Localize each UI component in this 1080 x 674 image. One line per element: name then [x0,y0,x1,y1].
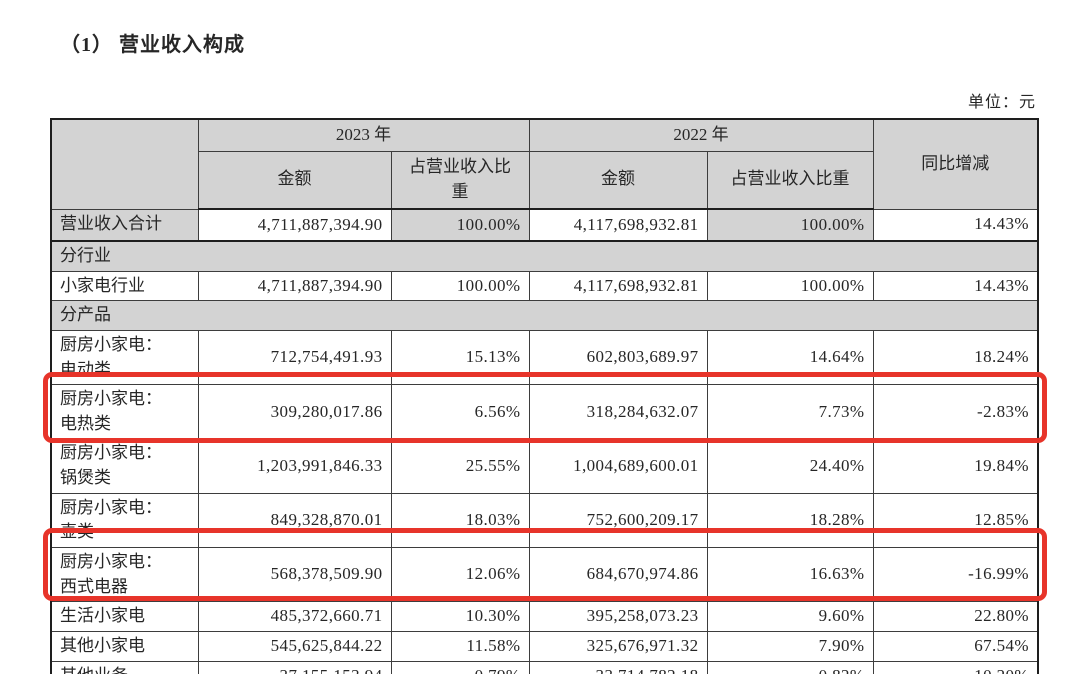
header-cell-year-2023: 2023 年 [197,118,530,152]
cell-share-2023: 15.13% [390,329,530,386]
cell-share-2022: 18.28% [706,492,874,549]
cell-amount-2023: 545,625,844.22 [197,630,392,662]
table-row: 厨房小家电： 电动类 712,754,491.93 15.13% 602,803… [50,329,1039,386]
cell-row-label: 厨房小家电： 壶类 [50,492,199,549]
cell-amount-2022: 318,284,632.07 [528,384,708,440]
revenue-composition-table: 2023 年 2022 年 同比增减 金额 占营业收入比 重 金额 占营业收入比… [50,118,1039,674]
cell-share-2023: 6.56% [390,384,530,440]
cell-share-2022: 0.82% [706,660,874,674]
cell-amount-2022: 33,714,782.18 [528,660,708,674]
cell-yoy: 67.54% [872,630,1039,662]
cell-amount-2023: 849,328,870.01 [197,492,392,549]
cell-yoy: 12.85% [872,492,1039,549]
header-cell-yoy: 同比增减 [872,118,1039,210]
section-label: 分行业 [50,240,1039,272]
cell-row-label: 生活小家电 [50,601,199,632]
header-cell-empty [50,118,199,210]
cell-amount-2022: 684,670,974.86 [528,547,708,603]
cell-amount-2023: 712,754,491.93 [197,329,392,386]
header-cell-share-2022: 占营业收入比重 [706,150,874,210]
cell-share-2022: 14.64% [706,329,874,386]
cell-amount-2023: 485,372,660.71 [197,601,392,632]
cell-share-2022: 9.60% [706,601,874,632]
header-cell-share-2023: 占营业收入比 重 [390,150,530,210]
header-cell-year-2022: 2022 年 [528,118,874,152]
cell-yoy: 22.80% [872,601,1039,632]
cell-amount-2023: 4,711,887,394.90 [197,270,392,302]
cell-row-label: 厨房小家电： 电热类 [50,384,199,440]
cell-row-label: 其他业务 [50,660,199,674]
cell-yoy: 14.43% [872,270,1039,302]
cell-share-2023: 25.55% [390,438,530,494]
header-cell-amount-2022: 金额 [528,150,708,210]
table-row-total: 营业收入合计 4,711,887,394.90 100.00% 4,117,69… [50,208,1039,242]
section-row-industry: 分行业 [50,240,1039,272]
cell-share-2022: 24.40% [706,438,874,494]
cell-share-2022: 100.00% [706,208,874,242]
cell-row-label: 厨房小家电： 锅煲类 [50,438,199,494]
cell-yoy: -2.83% [872,384,1039,440]
table-row: 生活小家电 485,372,660.71 10.30% 395,258,073.… [50,601,1039,632]
section-label: 分产品 [50,300,1039,331]
cell-yoy: 14.43% [872,208,1039,242]
cell-amount-2023: 309,280,017.86 [197,384,392,440]
cell-amount-2022: 602,803,689.97 [528,329,708,386]
cell-share-2023: 11.58% [390,630,530,662]
cell-amount-2023: 4,711,887,394.90 [197,208,392,242]
cell-share-2022: 16.63% [706,547,874,603]
cell-share-2023: 18.03% [390,492,530,549]
table-row: 厨房小家电： 锅煲类 1,203,991,846.33 25.55% 1,004… [50,438,1039,494]
cell-row-label: 厨房小家电： 电动类 [50,329,199,386]
cell-row-label: 其他小家电 [50,630,199,662]
cell-amount-2022: 4,117,698,932.81 [528,270,708,302]
cell-share-2023: 12.06% [390,547,530,603]
table-row: 其他业务 37,155,153.94 0.79% 33,714,782.18 0… [50,660,1039,674]
page-title: （1） 营业收入构成 [60,34,245,56]
table-row-highlighted: 厨房小家电： 西式电器 568,378,509.90 12.06% 684,67… [50,547,1039,603]
cell-amount-2022: 4,117,698,932.81 [528,208,708,242]
cell-amount-2022: 752,600,209.17 [528,492,708,549]
cell-amount-2022: 325,676,971.32 [528,630,708,662]
unit-label: 单位：元 [967,94,1036,111]
section-row-product: 分产品 [50,300,1039,331]
cell-yoy: 10.20% [872,660,1039,674]
cell-row-label: 营业收入合计 [50,208,199,242]
cell-share-2022: 7.90% [706,630,874,662]
cell-amount-2023: 37,155,153.94 [197,660,392,674]
cell-share-2022: 7.73% [706,384,874,440]
table-row: 其他小家电 545,625,844.22 11.58% 325,676,971.… [50,630,1039,662]
cell-amount-2023: 1,203,991,846.33 [197,438,392,494]
cell-row-label: 厨房小家电： 西式电器 [50,547,199,603]
cell-amount-2022: 1,004,689,600.01 [528,438,708,494]
header-row-years: 2023 年 2022 年 同比增减 [50,118,1039,210]
cell-amount-2023: 568,378,509.90 [197,547,392,603]
cell-share-2022: 100.00% [706,270,874,302]
cell-yoy: 18.24% [872,329,1039,386]
cell-share-2023: 10.30% [390,601,530,632]
cell-share-2023: 100.00% [390,208,530,242]
table-row: 厨房小家电： 壶类 849,328,870.01 18.03% 752,600,… [50,492,1039,549]
cell-yoy: -16.99% [872,547,1039,603]
cell-share-2023: 100.00% [390,270,530,302]
cell-share-2023: 0.79% [390,660,530,674]
cell-amount-2022: 395,258,073.23 [528,601,708,632]
header-row-measures: 金额 占营业收入比 重 金额 占营业收入比重 [51,150,1038,210]
table-row-highlighted: 厨房小家电： 电热类 309,280,017.86 6.56% 318,284,… [50,384,1039,440]
cell-yoy: 19.84% [872,438,1039,494]
cell-row-label: 小家电行业 [50,270,199,302]
header-cell-amount-2023: 金额 [197,150,392,210]
table-row: 小家电行业 4,711,887,394.90 100.00% 4,117,698… [50,270,1039,302]
